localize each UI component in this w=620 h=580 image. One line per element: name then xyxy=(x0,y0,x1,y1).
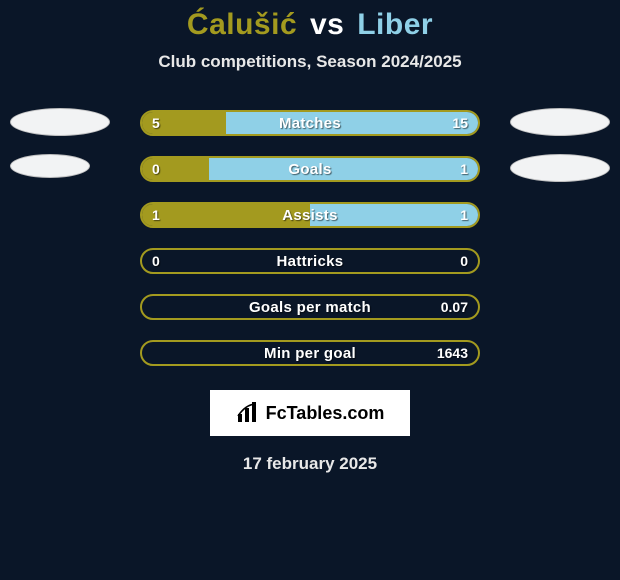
stat-row: Min per goal1643 xyxy=(0,330,620,376)
stat-value-right: 0 xyxy=(460,250,468,272)
stat-bar: Goals0 1 xyxy=(140,156,480,182)
stat-row: Goals0 1 xyxy=(0,146,620,192)
stat-label: Min per goal xyxy=(142,342,478,364)
team-badge-right xyxy=(510,154,610,182)
stat-row: Hattricks0 0 xyxy=(0,238,620,284)
brand-bars-icon xyxy=(236,402,260,424)
stat-bar: Matches5 15 xyxy=(140,110,480,136)
stat-bar: Assists1 1 xyxy=(140,202,480,228)
stat-label: Assists xyxy=(142,204,478,226)
subtitle: Club competitions, Season 2024/2025 xyxy=(0,52,620,72)
stat-row: Goals per match0.07 xyxy=(0,284,620,330)
stat-bar: Hattricks0 0 xyxy=(140,248,480,274)
stat-value-left: 1 xyxy=(152,204,160,226)
stat-value-left: 0 xyxy=(152,250,160,272)
stat-value-right: 0.07 xyxy=(441,296,468,318)
stat-label: Goals xyxy=(142,158,478,180)
brand-badge: FcTables.com xyxy=(210,390,410,436)
comparison-card: Ćalušić vs Liber Club competitions, Seas… xyxy=(0,0,620,580)
stat-bar: Goals per match0.07 xyxy=(140,294,480,320)
stat-value-right: 1643 xyxy=(437,342,468,364)
stat-value-left: 5 xyxy=(152,112,160,134)
stat-value-right: 1 xyxy=(460,204,468,226)
stat-row: Assists1 1 xyxy=(0,192,620,238)
stat-value-left: 0 xyxy=(152,158,160,180)
stat-value-right: 15 xyxy=(452,112,468,134)
title-player-left: Ćalušić xyxy=(187,8,297,41)
stat-value-right: 1 xyxy=(460,158,468,180)
stat-row: Matches5 15 xyxy=(0,100,620,146)
stat-label: Matches xyxy=(142,112,478,134)
stat-rows: Matches515Goals01Assists11Hattricks00Goa… xyxy=(0,100,620,376)
team-badge-left xyxy=(10,108,110,136)
stat-bar: Min per goal1643 xyxy=(140,340,480,366)
team-badge-left xyxy=(10,154,90,178)
brand-text: FcTables.com xyxy=(266,403,385,424)
title-player-right: Liber xyxy=(357,8,433,41)
stat-label: Hattricks xyxy=(142,250,478,272)
title-sep: vs xyxy=(310,8,344,41)
footer-date: 17 february 2025 xyxy=(0,454,620,474)
stat-label: Goals per match xyxy=(142,296,478,318)
team-badge-right xyxy=(510,108,610,136)
page-title: Ćalušić vs Liber xyxy=(0,8,620,42)
